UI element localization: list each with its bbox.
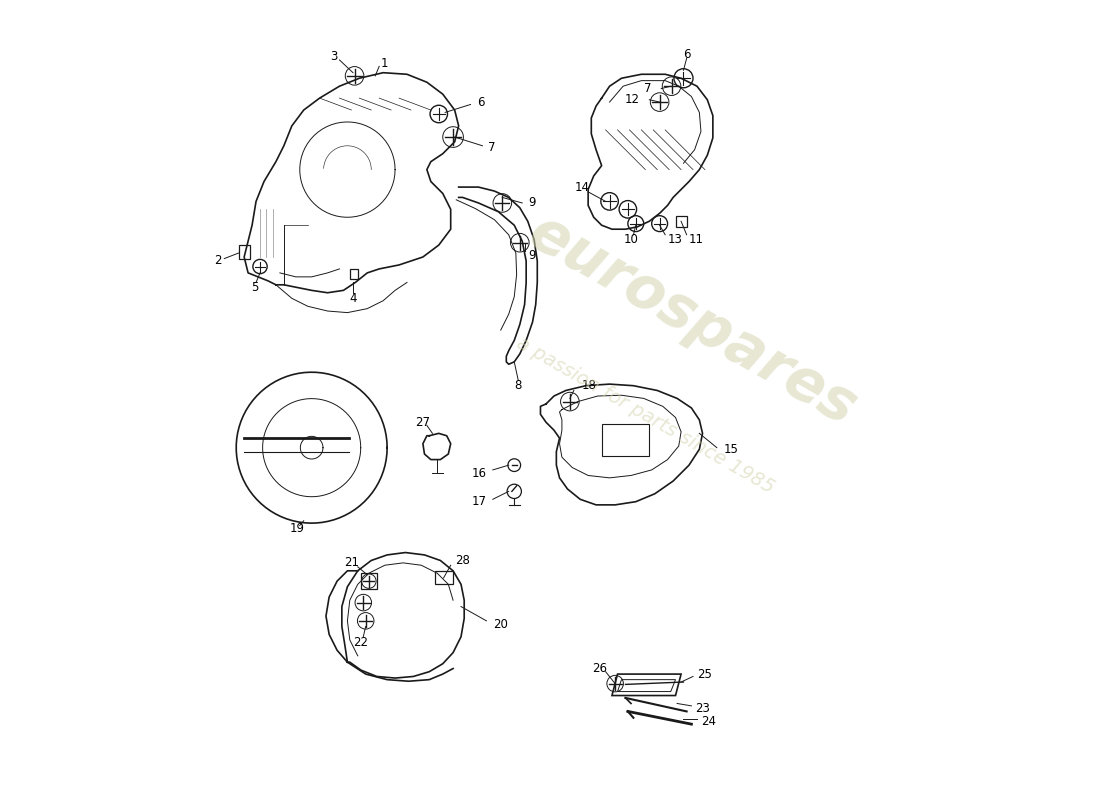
Text: 13: 13	[668, 233, 682, 246]
Text: 7: 7	[645, 82, 651, 95]
Text: 16: 16	[472, 466, 486, 479]
Text: 25: 25	[697, 667, 712, 681]
Text: 9: 9	[528, 249, 536, 262]
Text: 1: 1	[381, 57, 388, 70]
Text: a passion for parts since 1985: a passion for parts since 1985	[513, 334, 778, 498]
Text: 5: 5	[251, 281, 258, 294]
Text: 11: 11	[689, 233, 704, 246]
Text: 19: 19	[290, 522, 305, 535]
Text: 6: 6	[477, 95, 484, 109]
Text: 14: 14	[574, 181, 590, 194]
Text: 12: 12	[625, 93, 640, 106]
Text: 28: 28	[454, 554, 470, 567]
Text: 15: 15	[723, 442, 738, 456]
Text: 10: 10	[624, 233, 638, 246]
Text: 3: 3	[330, 50, 338, 63]
Text: eurospares: eurospares	[519, 204, 867, 438]
Text: 4: 4	[349, 292, 356, 305]
Text: 20: 20	[493, 618, 508, 630]
Text: 22: 22	[353, 636, 369, 649]
Text: 17: 17	[472, 495, 486, 508]
Text: 21: 21	[344, 556, 359, 570]
Text: 2: 2	[214, 254, 222, 267]
Text: 24: 24	[701, 715, 716, 728]
Text: 9: 9	[528, 197, 536, 210]
Text: 23: 23	[695, 702, 711, 714]
Text: 6: 6	[683, 48, 691, 61]
Text: 18: 18	[582, 379, 596, 392]
Text: 7: 7	[488, 141, 495, 154]
Text: 8: 8	[515, 379, 521, 392]
Text: 26: 26	[592, 662, 607, 675]
Text: 27: 27	[416, 416, 430, 429]
